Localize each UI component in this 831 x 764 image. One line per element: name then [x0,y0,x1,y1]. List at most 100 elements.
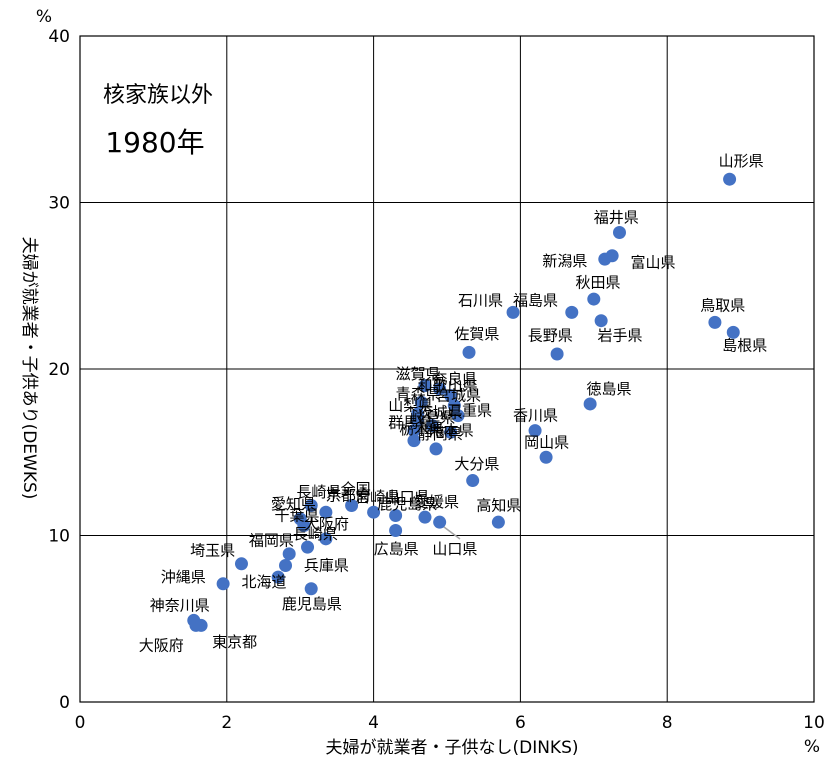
point-label: 宮城県 [436,387,481,405]
point-label: 青森県 [396,385,441,403]
data-point [565,305,579,319]
annotation-year: 1980年 [105,126,204,159]
point-label: 沖縄県 [161,568,206,586]
data-point [550,347,564,361]
x-tick-label: 6 [515,713,526,733]
point-label: 埼玉県 [190,541,235,559]
point-label: 高知県 [476,497,521,515]
data-point [594,314,608,328]
point-label: 京都府 [326,487,371,505]
data-point [433,382,447,396]
data-point [491,515,505,529]
point-label: 山梨県 [388,397,433,415]
point-label: 長崎県 [293,525,338,543]
y-tick-label: 20 [48,360,70,380]
point-label: 宮崎県 [355,488,400,506]
y-unit-label: % [36,7,52,27]
point-label: 千葉県 [275,507,320,525]
data-point [297,519,311,533]
y-tick-label: 0 [59,693,70,713]
point-label: 広島県 [374,540,419,558]
data-point [282,547,296,561]
data-point [466,474,480,488]
point-label: 富山県 [631,253,676,271]
point-label: 北海道 [241,573,286,591]
point-label: 山口県 [385,488,430,506]
point-label: 鹿児島県 [282,595,342,613]
x-tick-label: 10 [803,713,825,733]
point-label: 大阪府 [139,636,184,654]
data-point [726,325,740,339]
data-point [389,509,403,523]
y-tick-label: 10 [48,527,70,547]
data-point [429,442,443,456]
data-point [301,540,315,554]
point-label: 岐阜県 [410,408,455,426]
data-point [216,577,230,591]
point-label: 栃木県 [399,420,444,438]
point-label: 鳥取県 [700,297,745,315]
data-point [444,425,458,439]
y-axis-title: 夫婦が就業者・子供あり(DEWKS) [19,237,39,500]
point-label: 島根県 [722,337,767,355]
point-label: 和歌山県 [418,377,478,395]
data-point [319,505,333,519]
data-point [462,345,476,359]
point-label: 静岡県 [418,425,463,443]
data-point [506,305,520,319]
data-point [304,582,318,596]
data-point [411,414,425,428]
point-label: 大分県 [454,455,499,473]
point-label: 茨城県 [418,403,463,421]
data-point [425,419,439,433]
data-point [279,558,293,572]
point-label: 神奈川県 [150,596,210,614]
data-point [271,570,285,584]
data-point [539,450,553,464]
point-label: 兵庫県 [304,556,349,574]
point-layer [187,172,740,632]
point-label: 大阪府 [304,515,349,533]
data-point [433,515,447,529]
annotation-category: 核家族以外 [103,83,213,108]
point-label: 鹿児島県 [377,495,437,513]
data-point [414,395,428,409]
data-point [407,424,421,438]
point-label: 滋賀県 [396,365,441,383]
y-tick-label: 30 [48,194,70,214]
point-label: 群馬県 [388,413,433,431]
data-point [389,524,403,538]
point-label: 福岡県 [249,531,294,549]
point-label: 愛媛県 [414,493,459,511]
point-label: 徳島県 [586,380,631,398]
data-point [234,557,248,571]
data-point [304,499,318,513]
x-tick-label: 2 [221,713,232,733]
y-tick-label: 40 [48,27,70,47]
point-label: 香川県 [513,407,558,425]
data-point [447,399,461,413]
point-label: 愛知県 [271,495,316,513]
x-unit-label: % [804,737,820,757]
x-tick-label: 4 [368,713,379,733]
point-label: 長野県 [528,327,573,345]
point-label: 福井県 [594,208,639,226]
point-label: 山形県 [719,152,764,170]
x-tick-label: 0 [75,713,86,733]
data-point [708,315,722,329]
x-axis-title: 夫婦が就業者・子供なし(DINKS) [325,738,578,758]
data-point [605,249,619,263]
data-point [444,389,458,403]
data-point [451,409,465,423]
point-label: 岩手県 [597,327,642,345]
data-point [612,225,626,239]
point-label: 山口県 [432,540,477,558]
data-point [407,434,421,448]
point-label: 岡山県 [524,433,569,451]
point-label: 石川県 [458,292,503,310]
x-tick-label: 8 [662,713,673,733]
point-label: 奈良県 [432,370,477,388]
point-label: 佐賀県 [454,325,499,343]
